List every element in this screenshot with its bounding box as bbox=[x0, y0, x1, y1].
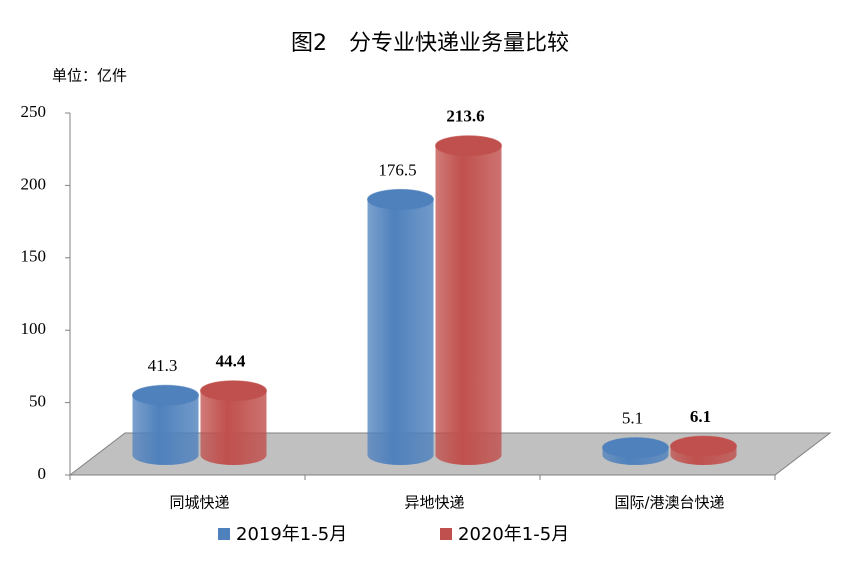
legend-label: 2020年1-5月 bbox=[458, 524, 569, 545]
value-label: 213.6 bbox=[446, 107, 484, 126]
cylinder bbox=[132, 395, 199, 465]
value-label: 41.3 bbox=[148, 356, 178, 375]
cylinder bbox=[200, 390, 267, 465]
unit-label: 单位：亿件 bbox=[52, 67, 127, 85]
legend-swatch bbox=[218, 528, 230, 540]
value-label: 176.5 bbox=[378, 160, 416, 179]
value-label: 5.1 bbox=[622, 409, 643, 428]
value-label: 6.1 bbox=[690, 407, 711, 426]
y-tick-label: 200 bbox=[21, 174, 47, 193]
value-label: 44.4 bbox=[216, 352, 246, 371]
cylinder-top bbox=[602, 437, 669, 459]
y-tick-label: 100 bbox=[21, 319, 47, 338]
y-tick-label: 0 bbox=[38, 464, 47, 483]
cylinder-top bbox=[132, 384, 199, 406]
cylinder-top bbox=[670, 435, 737, 457]
chart-title: 图2 分专业快递业务量比较 bbox=[291, 31, 569, 56]
cylinder bbox=[435, 145, 502, 465]
cylinder-top bbox=[435, 135, 502, 157]
cylinder-top bbox=[200, 380, 267, 402]
legend-label: 2019年1-5月 bbox=[236, 524, 347, 545]
y-tick-label: 250 bbox=[21, 102, 47, 121]
cylinder bbox=[367, 199, 434, 466]
x-tick-label: 同城快递 bbox=[169, 494, 229, 512]
x-tick-label: 国际/港澳台快递 bbox=[614, 494, 724, 512]
y-tick-label: 150 bbox=[21, 247, 47, 266]
legend-swatch bbox=[440, 528, 452, 540]
x-tick-label: 异地快递 bbox=[404, 494, 464, 512]
cylinder-top bbox=[367, 188, 434, 210]
y-tick-label: 50 bbox=[29, 392, 46, 411]
